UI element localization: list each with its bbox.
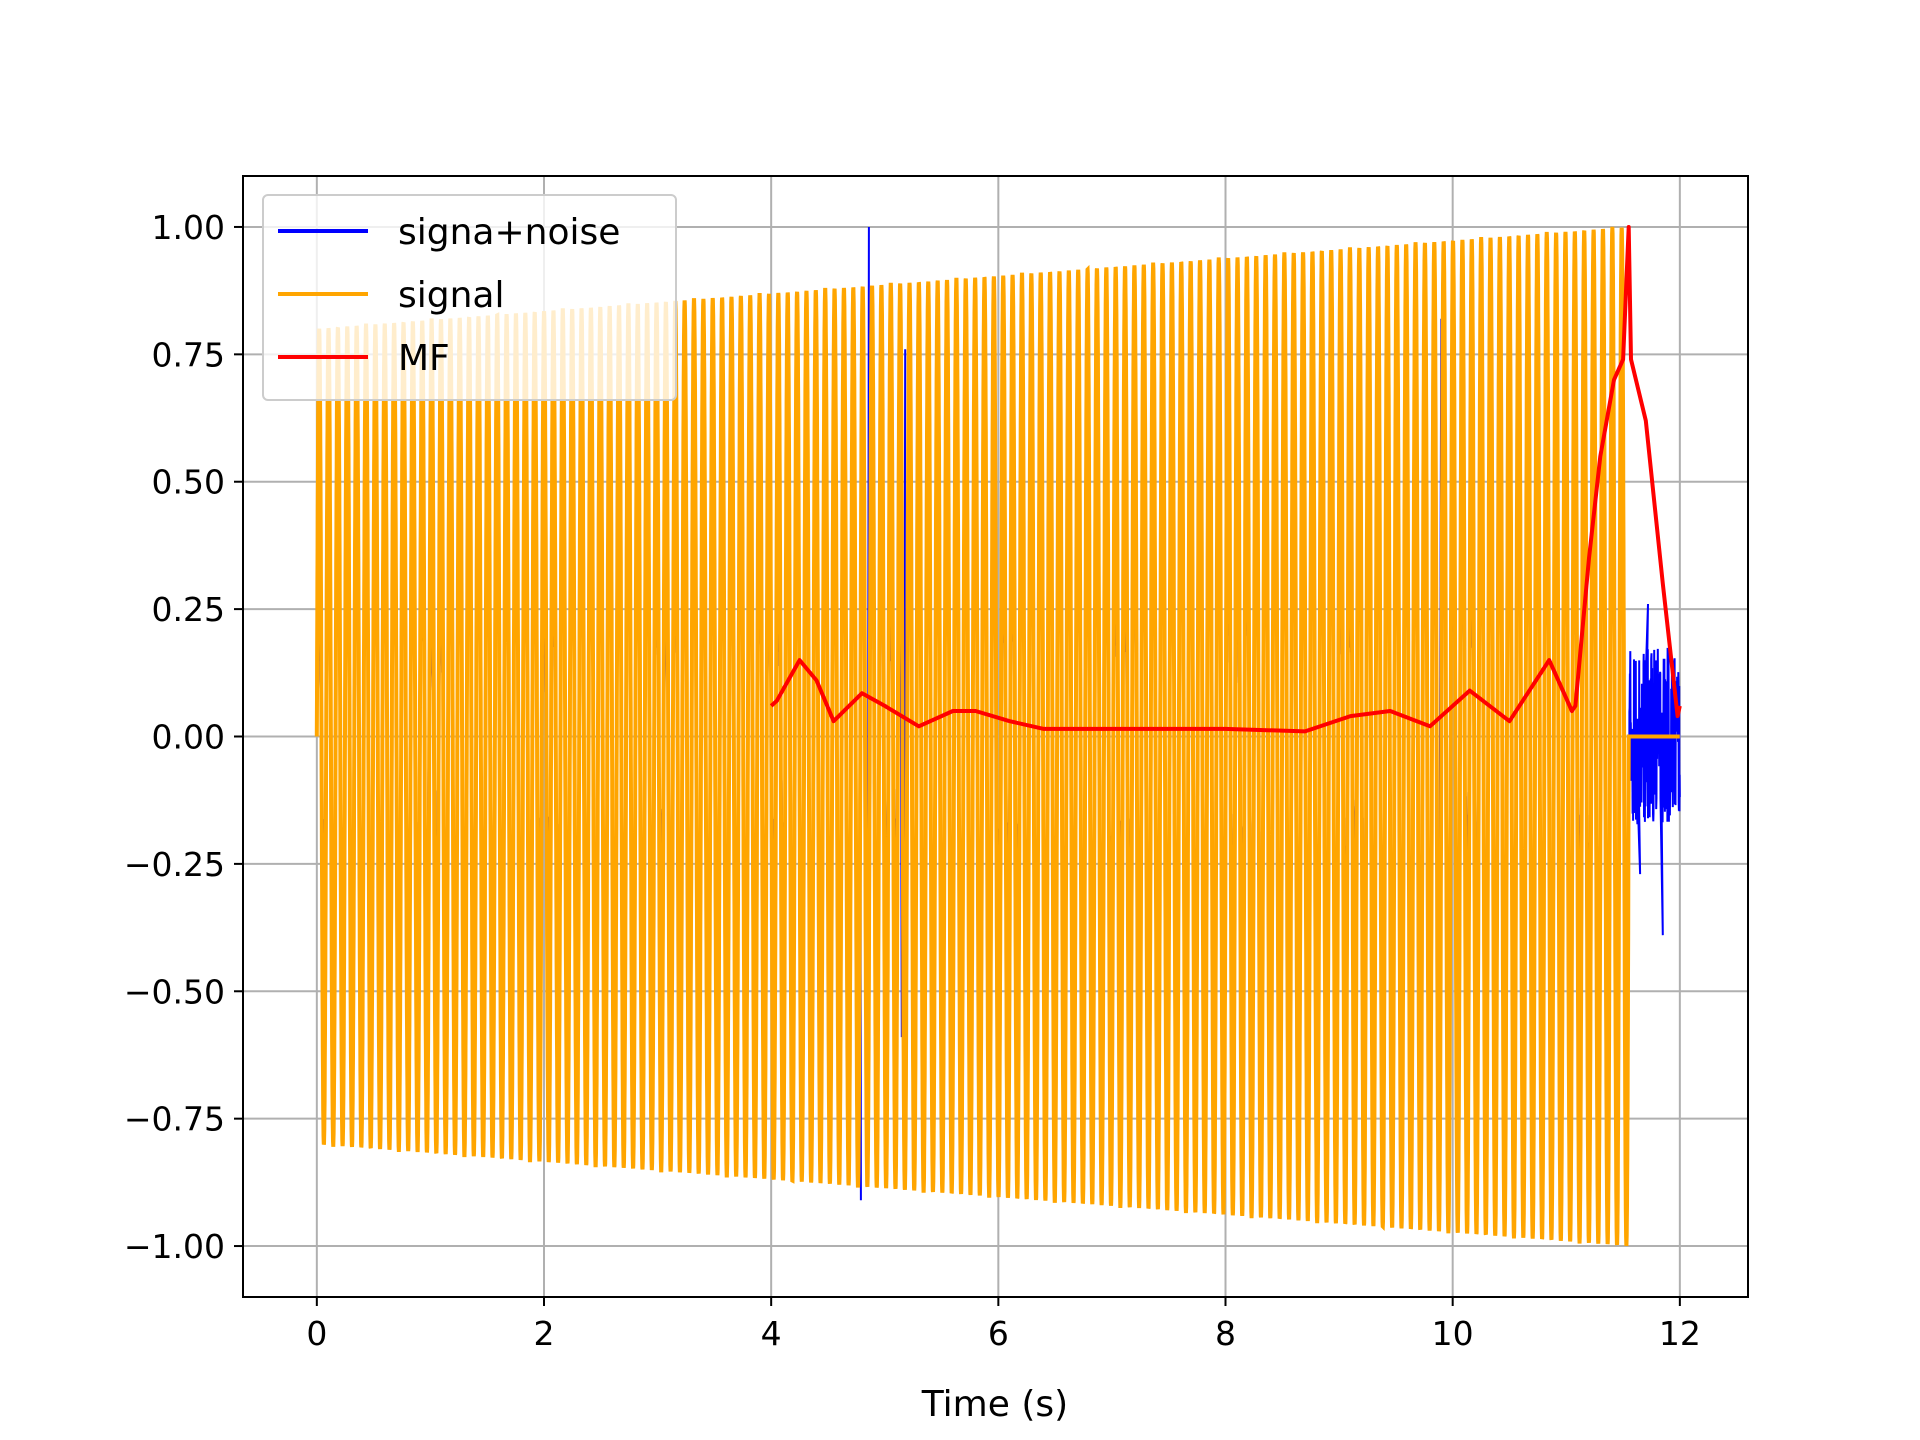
legend-box xyxy=(262,194,677,401)
y-tick-label: 0.50 xyxy=(152,463,225,502)
x-tick-label: 0 xyxy=(306,1314,327,1353)
x-tick-label: 2 xyxy=(534,1314,555,1353)
legend: signa+noise signal MF xyxy=(262,194,677,401)
axis-ticks: 0 2 4 6 8 10 12 1.00 0.75 0.50 0.25 0.00 −0.25 −0.50 −… xyxy=(124,208,1701,1353)
x-axis-label: Time (s) xyxy=(921,1384,1068,1425)
y-tick-label: −0.75 xyxy=(124,1100,225,1139)
y-tick-label: 0.75 xyxy=(152,335,225,374)
y-tick-label: 1.00 xyxy=(152,208,225,247)
legend-label-mf: MF xyxy=(398,338,450,379)
y-tick-label: 0.25 xyxy=(152,590,225,629)
x-tick-label: 6 xyxy=(988,1314,1009,1353)
y-tick-label: 0.00 xyxy=(152,718,225,757)
x-tick-label: 4 xyxy=(761,1314,782,1353)
legend-label-signal: signal xyxy=(398,275,505,316)
legend-label-signal-noise: signa+noise xyxy=(398,212,620,253)
x-tick-label: 10 xyxy=(1432,1314,1474,1353)
y-tick-label: −0.25 xyxy=(124,845,225,884)
x-tick-label: 8 xyxy=(1215,1314,1236,1353)
y-tick-label: −0.50 xyxy=(124,972,225,1011)
x-tick-label: 12 xyxy=(1659,1314,1701,1353)
y-tick-label: −1.00 xyxy=(124,1227,225,1266)
